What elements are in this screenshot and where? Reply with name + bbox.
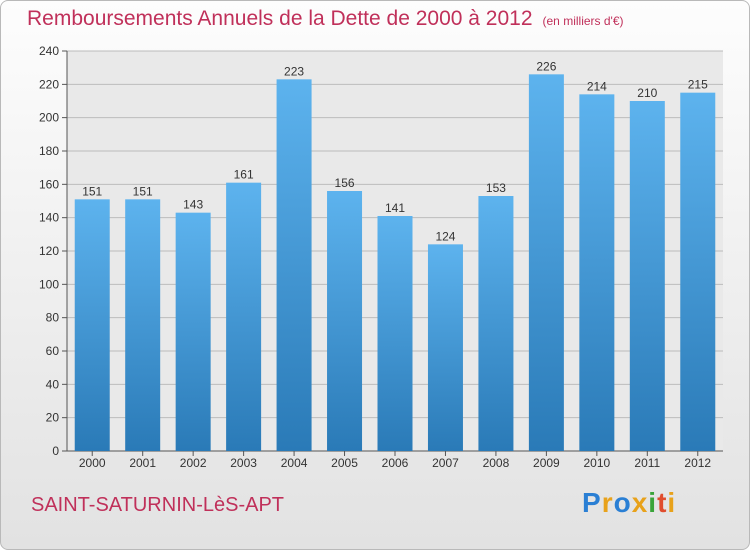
y-tick-label: 200 [39,111,59,125]
data-label: 143 [183,198,203,212]
data-label: 223 [284,64,304,78]
x-tick-label: 2001 [129,456,156,470]
y-tick-label: 80 [46,311,60,325]
x-tick-label: 2000 [79,456,106,470]
data-label: 215 [688,78,708,92]
data-label: 161 [234,168,254,182]
data-label: 226 [536,59,556,73]
bar [629,101,665,451]
y-tick-label: 20 [46,411,60,425]
bar [579,94,615,451]
bar [276,79,312,451]
bar [427,244,463,451]
x-tick-label: 2011 [634,456,660,470]
x-tick-label: 2002 [180,456,207,470]
logo-letter: P [582,487,602,518]
bar [377,216,413,451]
data-label: 214 [587,79,607,93]
bar [175,212,211,451]
x-tick-label: 2006 [382,456,409,470]
bar [680,92,716,452]
bar [327,191,363,451]
y-tick-label: 40 [46,377,60,391]
y-tick-label: 120 [39,244,59,258]
title-main: Remboursements Annuels de la Dette de 20… [27,7,533,30]
x-tick-label: 2005 [331,456,358,470]
data-label: 210 [637,86,657,100]
data-label: 151 [82,184,102,198]
data-label: 141 [385,201,405,215]
commune-name: SAINT-SATURNIN-LèS-APT [31,494,284,516]
x-tick-label: 2004 [281,456,308,470]
chart-title: Remboursements Annuels de la Dette de 20… [27,7,624,31]
logo-letter: i [667,487,677,518]
bar [226,182,262,451]
x-tick-label: 2009 [533,456,560,470]
x-tick-label: 2012 [684,456,711,470]
data-label: 124 [435,229,455,243]
y-tick-label: 140 [39,211,59,225]
x-tick-label: 2010 [583,456,610,470]
data-label: 153 [486,181,506,195]
y-tick-label: 60 [46,344,60,358]
bar [528,74,564,451]
x-tick-label: 2007 [432,456,459,470]
data-label: 151 [133,184,153,198]
bar [125,199,161,451]
y-tick-label: 180 [39,144,59,158]
y-tick-label: 160 [39,177,59,191]
logo-letter: o [613,487,632,518]
y-tick-label: 220 [39,77,59,91]
y-tick-label: 0 [52,444,59,458]
x-tick-label: 2003 [230,456,257,470]
y-tick-label: 100 [39,277,59,291]
y-tick-label: 240 [39,44,59,58]
bar [74,199,110,451]
logo-letter: i [648,487,658,518]
data-label: 156 [335,176,355,190]
logo-letter: x [631,487,649,518]
title-unit: (en milliers d'€) [542,14,624,28]
proxiti-logo: Proxiti [582,487,676,519]
logo-letter: r [601,487,614,518]
logo-letter: t [657,487,668,518]
bar [478,196,514,451]
x-tick-label: 2008 [483,456,510,470]
